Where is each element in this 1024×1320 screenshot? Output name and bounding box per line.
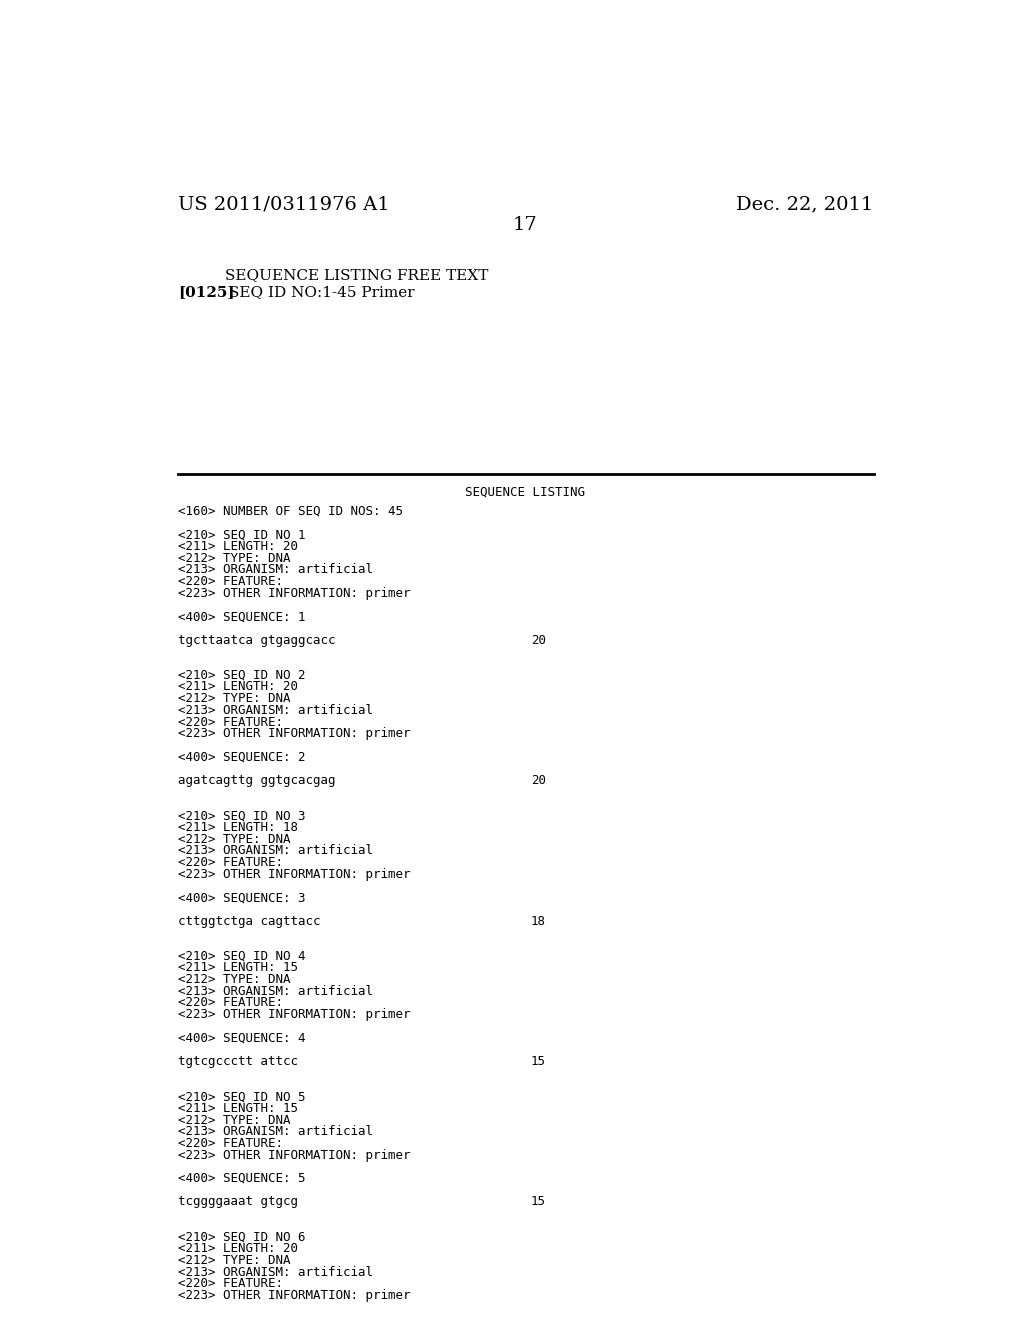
Text: <212> TYPE: DNA: <212> TYPE: DNA [178, 973, 291, 986]
Text: 18: 18 [531, 915, 546, 928]
Text: <213> ORGANISM: artificial: <213> ORGANISM: artificial [178, 985, 374, 998]
Text: <220> FEATURE:: <220> FEATURE: [178, 1137, 284, 1150]
Text: <223> OTHER INFORMATION: primer: <223> OTHER INFORMATION: primer [178, 1290, 411, 1302]
Text: SEQ ID NO:1-45 Primer: SEQ ID NO:1-45 Primer [228, 285, 415, 300]
Text: <160> NUMBER OF SEQ ID NOS: 45: <160> NUMBER OF SEQ ID NOS: 45 [178, 506, 403, 517]
Text: <212> TYPE: DNA: <212> TYPE: DNA [178, 1254, 291, 1267]
Text: <223> OTHER INFORMATION: primer: <223> OTHER INFORMATION: primer [178, 1008, 411, 1022]
Text: SEQUENCE LISTING: SEQUENCE LISTING [465, 486, 585, 499]
Text: Dec. 22, 2011: Dec. 22, 2011 [736, 195, 873, 214]
Text: <220> FEATURE:: <220> FEATURE: [178, 715, 284, 729]
Text: <223> OTHER INFORMATION: primer: <223> OTHER INFORMATION: primer [178, 587, 411, 599]
Text: <213> ORGANISM: artificial: <213> ORGANISM: artificial [178, 1266, 374, 1279]
Text: <211> LENGTH: 20: <211> LENGTH: 20 [178, 681, 298, 693]
Text: <400> SEQUENCE: 5: <400> SEQUENCE: 5 [178, 1172, 306, 1185]
Text: <211> LENGTH: 15: <211> LENGTH: 15 [178, 1102, 298, 1115]
Text: <211> LENGTH: 20: <211> LENGTH: 20 [178, 540, 298, 553]
Text: <400> SEQUENCE: 3: <400> SEQUENCE: 3 [178, 891, 306, 904]
Text: <211> LENGTH: 18: <211> LENGTH: 18 [178, 821, 298, 834]
Text: <223> OTHER INFORMATION: primer: <223> OTHER INFORMATION: primer [178, 727, 411, 741]
Text: 20: 20 [531, 634, 546, 647]
Text: <220> FEATURE:: <220> FEATURE: [178, 997, 284, 1010]
Text: <220> FEATURE:: <220> FEATURE: [178, 857, 284, 869]
Text: <210> SEQ ID NO 1: <210> SEQ ID NO 1 [178, 528, 306, 541]
Text: tcggggaaat gtgcg: tcggggaaat gtgcg [178, 1196, 298, 1208]
Text: [0125]: [0125] [178, 285, 234, 300]
Text: 15: 15 [531, 1055, 546, 1068]
Text: <210> SEQ ID NO 3: <210> SEQ ID NO 3 [178, 809, 306, 822]
Text: <210> SEQ ID NO 2: <210> SEQ ID NO 2 [178, 669, 306, 681]
Text: <211> LENGTH: 20: <211> LENGTH: 20 [178, 1242, 298, 1255]
Text: <212> TYPE: DNA: <212> TYPE: DNA [178, 833, 291, 846]
Text: <213> ORGANISM: artificial: <213> ORGANISM: artificial [178, 845, 374, 857]
Text: <223> OTHER INFORMATION: primer: <223> OTHER INFORMATION: primer [178, 1148, 411, 1162]
Text: <213> ORGANISM: artificial: <213> ORGANISM: artificial [178, 1125, 374, 1138]
Text: tgcttaatca gtgaggcacc: tgcttaatca gtgaggcacc [178, 634, 336, 647]
Text: <210> SEQ ID NO 6: <210> SEQ ID NO 6 [178, 1230, 306, 1243]
Text: US 2011/0311976 A1: US 2011/0311976 A1 [178, 195, 390, 214]
Text: <213> ORGANISM: artificial: <213> ORGANISM: artificial [178, 704, 374, 717]
Text: agatcagttg ggtgcacgag: agatcagttg ggtgcacgag [178, 774, 336, 787]
Text: SEQUENCE LISTING FREE TEXT: SEQUENCE LISTING FREE TEXT [225, 268, 488, 281]
Text: 15: 15 [531, 1196, 546, 1208]
Text: <400> SEQUENCE: 2: <400> SEQUENCE: 2 [178, 751, 306, 764]
Text: <213> ORGANISM: artificial: <213> ORGANISM: artificial [178, 564, 374, 577]
Text: 20: 20 [531, 774, 546, 787]
Text: <210> SEQ ID NO 4: <210> SEQ ID NO 4 [178, 949, 306, 962]
Text: <212> TYPE: DNA: <212> TYPE: DNA [178, 1114, 291, 1126]
Text: <220> FEATURE:: <220> FEATURE: [178, 576, 284, 589]
Text: <210> SEQ ID NO 5: <210> SEQ ID NO 5 [178, 1090, 306, 1104]
Text: <212> TYPE: DNA: <212> TYPE: DNA [178, 552, 291, 565]
Text: <211> LENGTH: 15: <211> LENGTH: 15 [178, 961, 298, 974]
Text: <400> SEQUENCE: 1: <400> SEQUENCE: 1 [178, 610, 306, 623]
Text: <212> TYPE: DNA: <212> TYPE: DNA [178, 692, 291, 705]
Text: tgtcgccctt attcc: tgtcgccctt attcc [178, 1055, 298, 1068]
Text: <400> SEQUENCE: 4: <400> SEQUENCE: 4 [178, 1032, 306, 1044]
Text: <220> FEATURE:: <220> FEATURE: [178, 1278, 284, 1291]
Text: cttggtctga cagttacc: cttggtctga cagttacc [178, 915, 321, 928]
Text: <223> OTHER INFORMATION: primer: <223> OTHER INFORMATION: primer [178, 867, 411, 880]
Text: 17: 17 [512, 216, 538, 234]
